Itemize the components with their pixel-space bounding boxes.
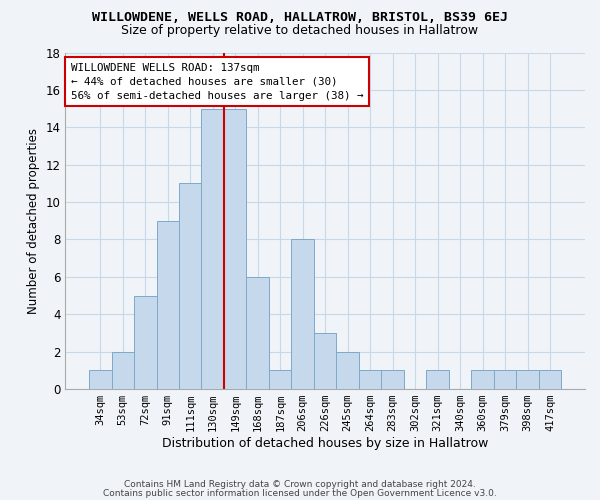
Bar [112, 352, 134, 389]
Bar [314, 333, 337, 389]
Bar [134, 296, 157, 389]
Bar [157, 221, 179, 389]
Bar [359, 370, 382, 389]
Bar [494, 370, 517, 389]
Bar [89, 370, 112, 389]
Bar [382, 370, 404, 389]
Y-axis label: Number of detached properties: Number of detached properties [27, 128, 40, 314]
X-axis label: Distribution of detached houses by size in Hallatrow: Distribution of detached houses by size … [162, 437, 488, 450]
Bar [472, 370, 494, 389]
Bar [179, 184, 202, 389]
Bar [247, 277, 269, 389]
Bar [539, 370, 562, 389]
Bar [427, 370, 449, 389]
Bar [292, 240, 314, 389]
Bar [517, 370, 539, 389]
Text: Size of property relative to detached houses in Hallatrow: Size of property relative to detached ho… [121, 24, 479, 37]
Bar [337, 352, 359, 389]
Bar [224, 108, 247, 389]
Text: WILLOWDENE, WELLS ROAD, HALLATROW, BRISTOL, BS39 6EJ: WILLOWDENE, WELLS ROAD, HALLATROW, BRIST… [92, 11, 508, 24]
Text: WILLOWDENE WELLS ROAD: 137sqm
← 44% of detached houses are smaller (30)
56% of s: WILLOWDENE WELLS ROAD: 137sqm ← 44% of d… [71, 62, 363, 100]
Text: Contains public sector information licensed under the Open Government Licence v3: Contains public sector information licen… [103, 489, 497, 498]
Bar [202, 108, 224, 389]
Bar [269, 370, 292, 389]
Text: Contains HM Land Registry data © Crown copyright and database right 2024.: Contains HM Land Registry data © Crown c… [124, 480, 476, 489]
